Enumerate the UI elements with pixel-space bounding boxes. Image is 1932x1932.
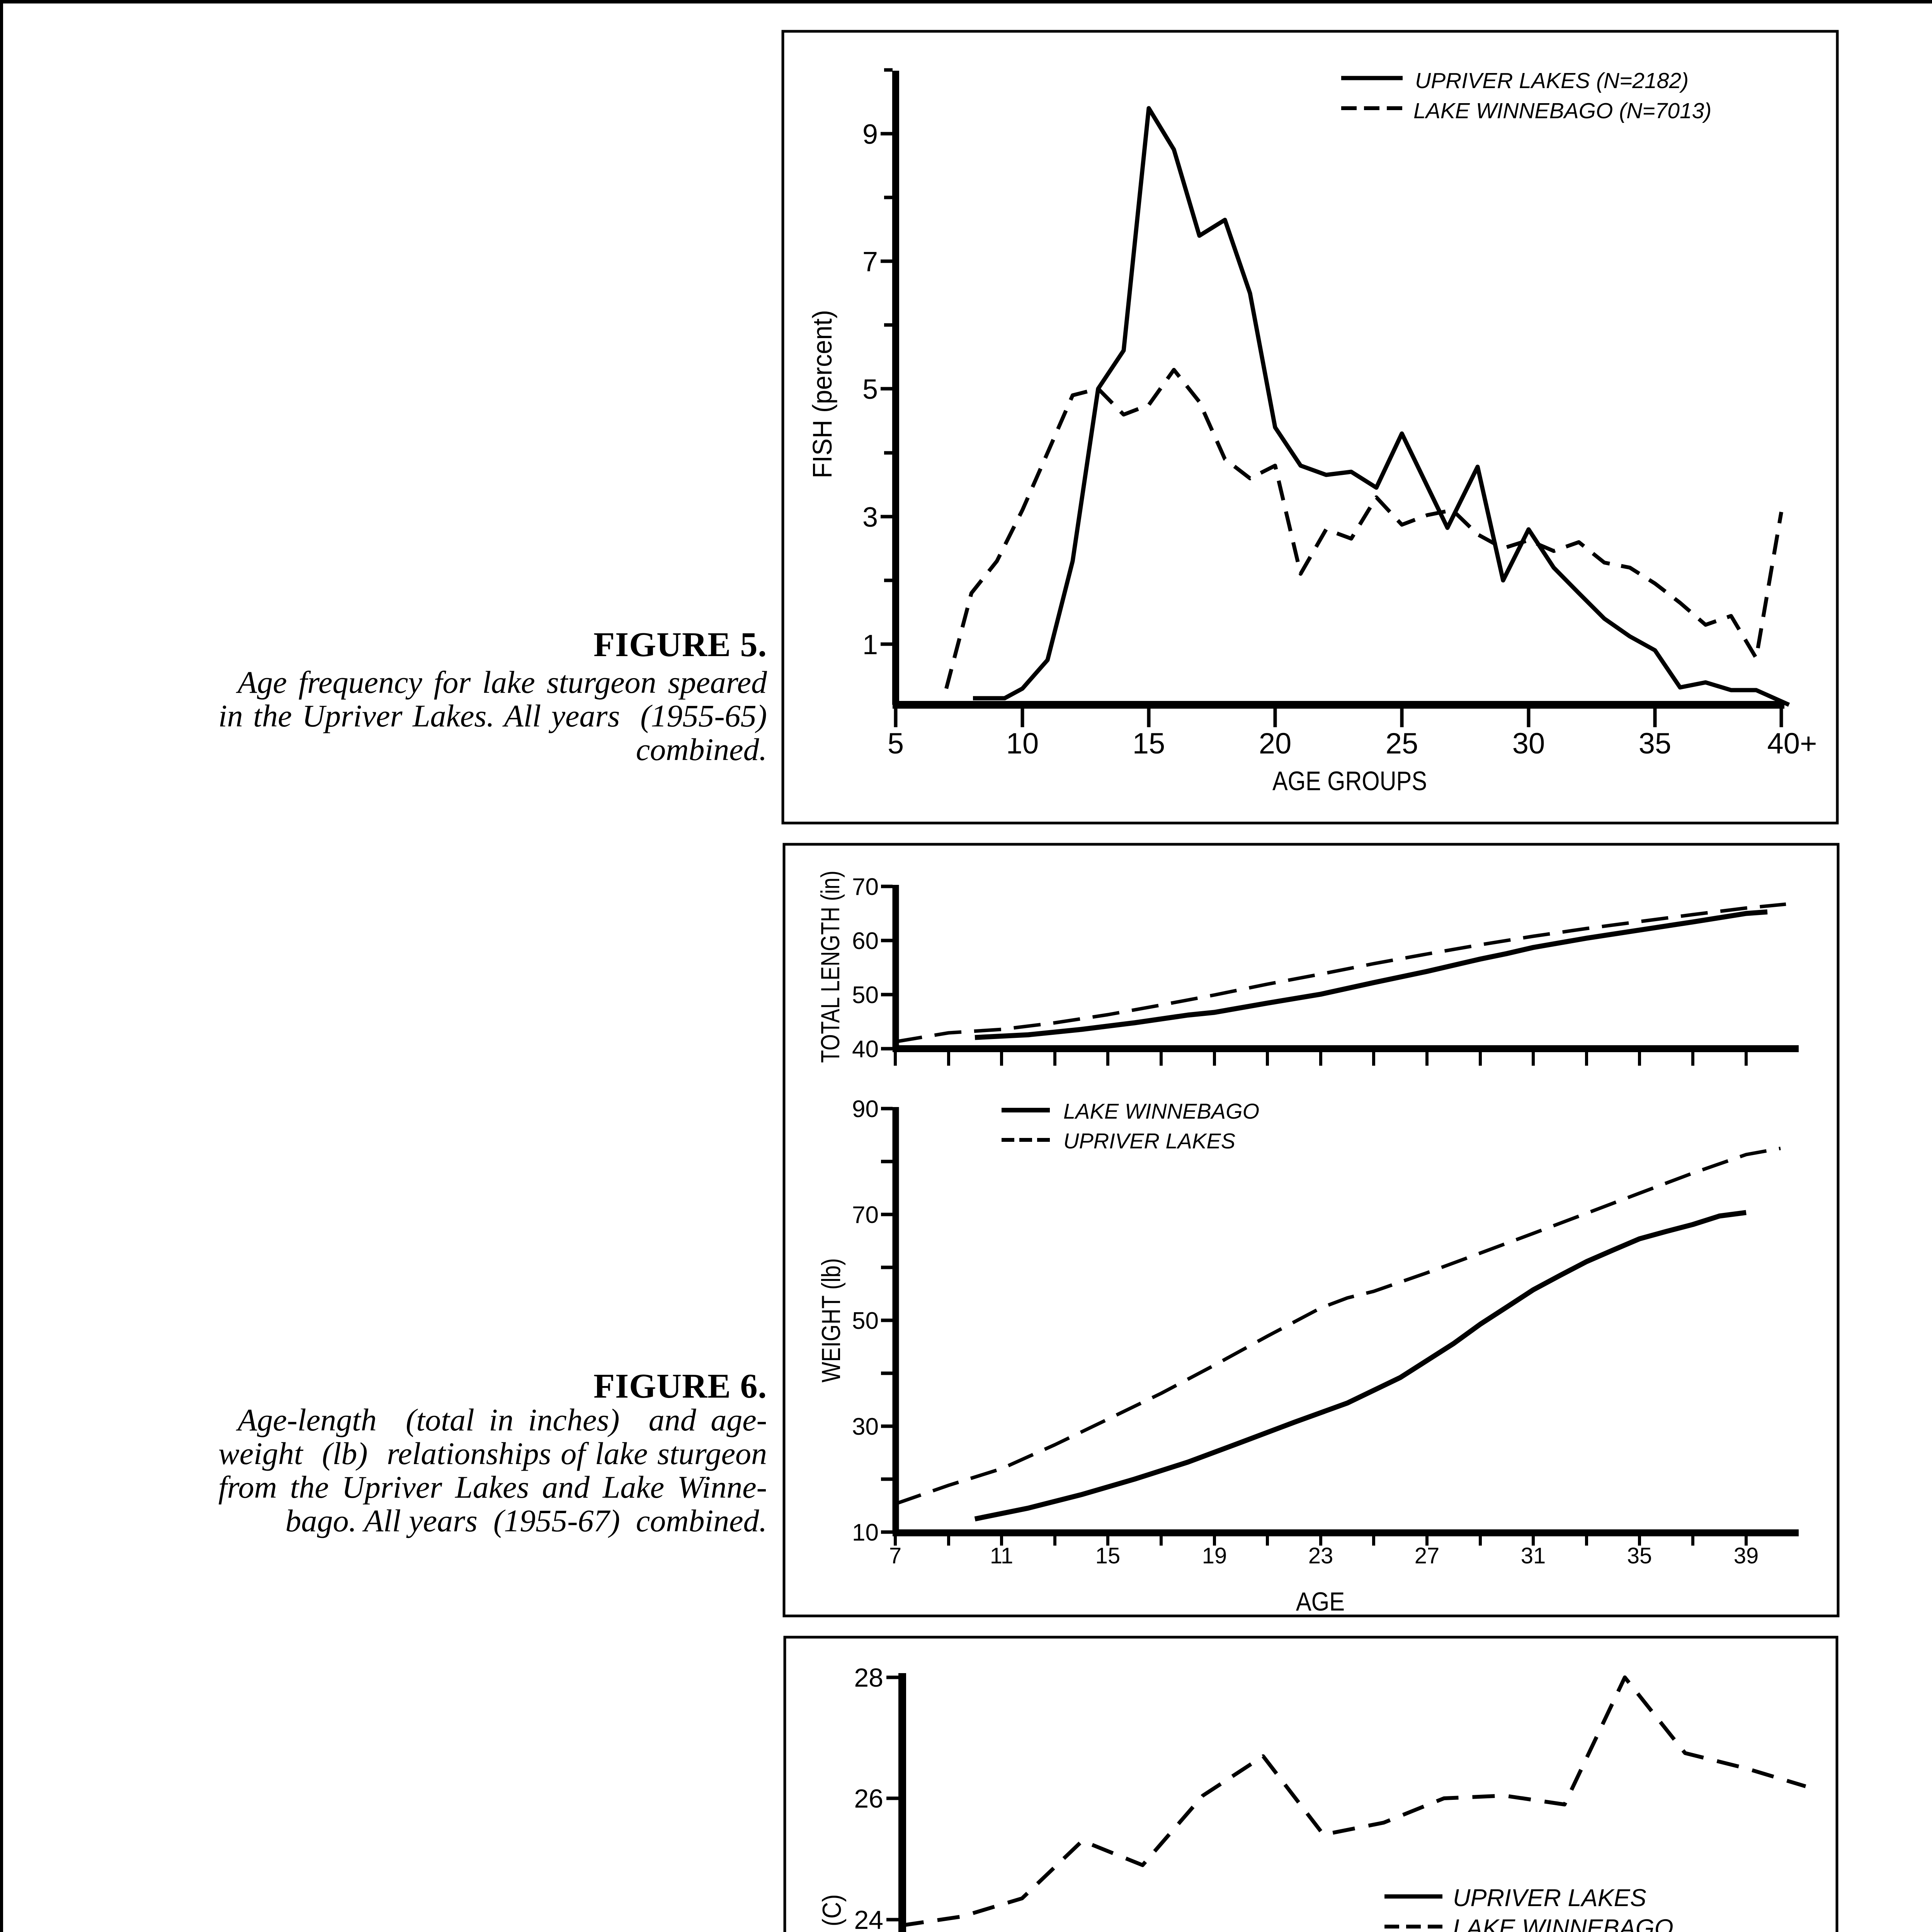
svg-text:FISH (percent): FISH (percent) [807, 310, 837, 478]
svg-text:24: 24 [854, 1905, 883, 1932]
svg-text:10: 10 [1006, 727, 1039, 760]
svg-text:11: 11 [990, 1543, 1013, 1568]
svg-text:31: 31 [1521, 1543, 1546, 1568]
svg-text:27: 27 [1415, 1543, 1440, 1568]
svg-text:7: 7 [862, 247, 878, 277]
svg-text:50: 50 [852, 982, 879, 1009]
svg-text:60: 60 [852, 928, 879, 954]
svg-text:WEIGHT (lb): WEIGHT (lb) [816, 1258, 846, 1383]
svg-text:35: 35 [1627, 1543, 1652, 1568]
svg-text:30: 30 [1512, 727, 1545, 760]
svg-text:5: 5 [862, 374, 878, 405]
svg-text:UPRIVER LAKES: UPRIVER LAKES [1453, 1884, 1646, 1912]
svg-text:5: 5 [888, 727, 904, 760]
svg-text:TOTAL LENGTH (in): TOTAL LENGTH (in) [816, 871, 845, 1063]
svg-text:10: 10 [852, 1519, 879, 1546]
svg-text:9: 9 [862, 119, 878, 150]
svg-text:35: 35 [1639, 727, 1672, 760]
svg-text:19: 19 [1202, 1543, 1227, 1568]
svg-text:28: 28 [854, 1663, 883, 1692]
svg-text:20: 20 [1259, 727, 1292, 760]
svg-text:UPRIVER LAKES (N=2182): UPRIVER LAKES (N=2182) [1415, 68, 1689, 93]
svg-text:70: 70 [852, 1202, 879, 1228]
svg-text:15: 15 [1133, 727, 1165, 760]
svg-text:25: 25 [1386, 727, 1418, 760]
svg-text:7: 7 [889, 1543, 901, 1568]
svg-text:40+: 40+ [1767, 727, 1817, 760]
svg-text:50: 50 [852, 1308, 879, 1334]
svg-text:15: 15 [1095, 1543, 1121, 1568]
svg-text:39: 39 [1734, 1543, 1759, 1568]
svg-text:1: 1 [862, 629, 878, 660]
svg-text:70: 70 [852, 874, 879, 900]
svg-text:90: 90 [852, 1096, 879, 1122]
svg-text:LAKE WINNEBAGO (N=7013): LAKE WINNEBAGO (N=7013) [1413, 99, 1711, 123]
svg-text:23: 23 [1308, 1543, 1333, 1568]
svg-text:30: 30 [852, 1413, 879, 1440]
svg-text:AGE: AGE [1296, 1587, 1345, 1616]
svg-text:LAKE WINNEBAGO: LAKE WINNEBAGO [1063, 1099, 1259, 1123]
svg-text:UPRIVER LAKES: UPRIVER LAKES [1063, 1129, 1235, 1153]
svg-text:40: 40 [852, 1036, 879, 1063]
svg-text:3: 3 [862, 502, 878, 533]
svg-text:AGE GROUPS: AGE GROUPS [1272, 765, 1427, 796]
svg-text:26: 26 [854, 1784, 883, 1813]
svg-text:LAKE WINNEBAGO: LAKE WINNEBAGO [1453, 1915, 1673, 1932]
svg-text:CONDITION (C): CONDITION (C) [817, 1894, 846, 1932]
